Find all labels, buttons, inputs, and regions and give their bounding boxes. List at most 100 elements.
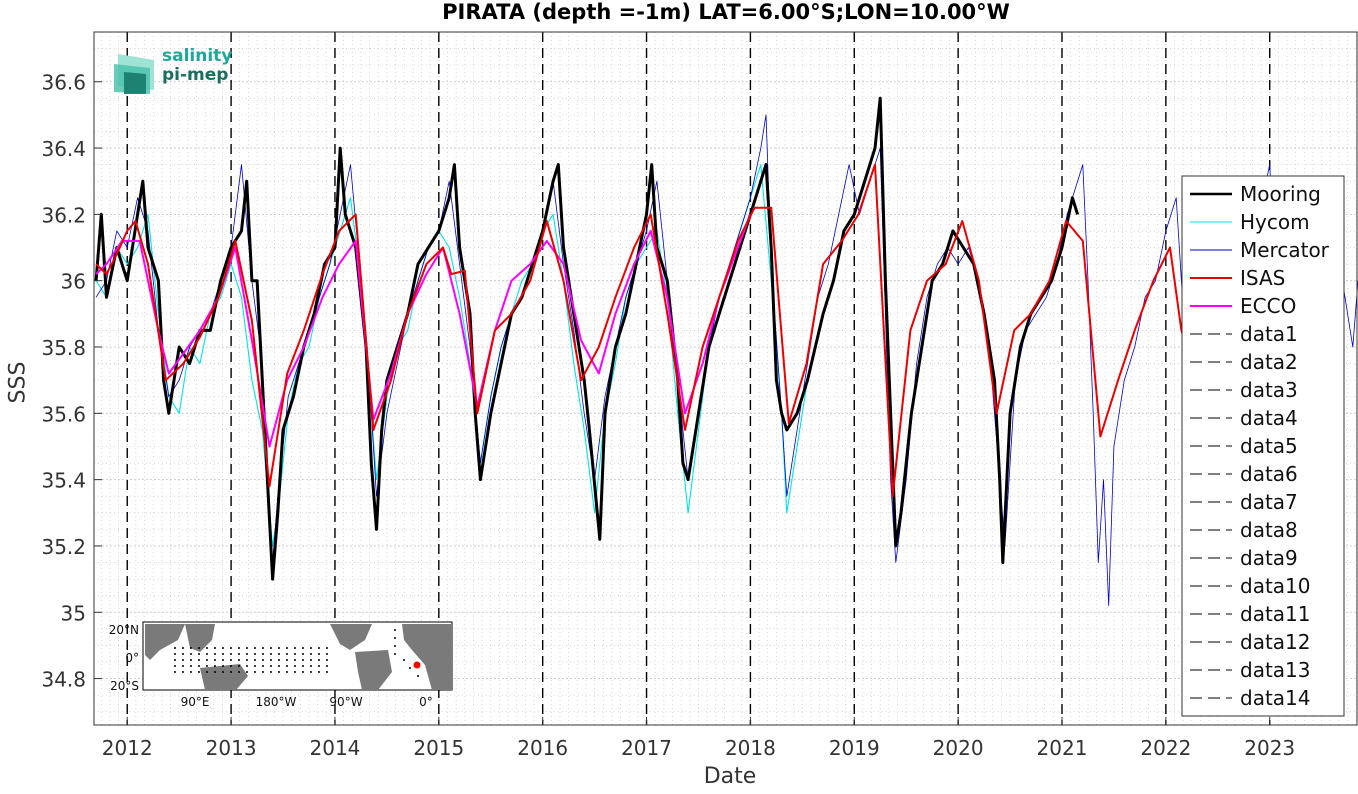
mooring-dot xyxy=(246,671,248,673)
mooring-dot xyxy=(270,665,272,667)
inset-lon-label: 90°W xyxy=(329,695,362,709)
x-tick-label: 2016 xyxy=(517,736,568,760)
y-tick-label: 36.2 xyxy=(41,203,86,227)
mooring-dot xyxy=(310,671,312,673)
legend-label-data3: data3 xyxy=(1240,378,1298,402)
mooring-dot xyxy=(254,671,256,673)
mooring-dot xyxy=(190,659,192,661)
logo-mark xyxy=(114,54,154,94)
mooring-dot xyxy=(318,653,320,655)
mooring-dot xyxy=(326,647,328,649)
x-tick-label: 2012 xyxy=(102,736,153,760)
series-line-isas xyxy=(95,163,1188,498)
x-tick-label: 2015 xyxy=(413,736,464,760)
mooring-dot xyxy=(318,671,320,673)
legend-label-data4: data4 xyxy=(1240,406,1298,430)
series-line-mercator xyxy=(95,114,1358,606)
mooring-dot xyxy=(214,659,216,661)
legend-label-data6: data6 xyxy=(1240,462,1298,486)
mooring-dot xyxy=(182,647,184,649)
mooring-dot xyxy=(174,665,176,667)
mooring-dot xyxy=(182,665,184,667)
series-line-mooring xyxy=(94,96,1080,581)
mooring-dot xyxy=(222,671,224,673)
mooring-dot xyxy=(230,647,232,649)
legend-label-isas: ISAS xyxy=(1240,266,1285,290)
mooring-dot xyxy=(403,659,405,661)
mooring-dot xyxy=(198,647,200,649)
mooring-dot xyxy=(174,647,176,649)
mooring-dot xyxy=(318,647,320,649)
inset-land xyxy=(330,624,372,650)
mooring-dot xyxy=(310,653,312,655)
mooring-dot xyxy=(182,653,184,655)
axes-frame xyxy=(93,31,1358,726)
mooring-dot xyxy=(230,659,232,661)
mooring-dot xyxy=(286,647,288,649)
mooring-dot xyxy=(310,659,312,661)
mooring-dot xyxy=(409,667,411,669)
inset-land xyxy=(185,624,215,652)
legend-label-ecco: ECCO xyxy=(1240,294,1296,318)
mooring-dot xyxy=(394,645,396,647)
selected-mooring-marker xyxy=(413,661,421,669)
y-tick-label: 36.6 xyxy=(41,71,86,95)
mooring-dot xyxy=(326,671,328,673)
x-tick-label: 2023 xyxy=(1244,736,1295,760)
mooring-dot xyxy=(238,647,240,649)
y-tick-label: 36 xyxy=(61,270,86,294)
mooring-dot xyxy=(294,653,296,655)
mooring-dot xyxy=(182,659,184,661)
mooring-dot xyxy=(254,659,256,661)
mooring-dot xyxy=(326,659,328,661)
legend-label-data11: data11 xyxy=(1240,602,1311,626)
y-tick-label: 35.2 xyxy=(41,535,86,559)
mooring-dot xyxy=(270,671,272,673)
plot-background xyxy=(94,32,1357,725)
y-axis-label: SSS xyxy=(5,361,31,404)
mooring-dot xyxy=(286,659,288,661)
mooring-dot xyxy=(214,665,216,667)
mooring-dot xyxy=(198,659,200,661)
mooring-dot xyxy=(302,671,304,673)
mooring-dot xyxy=(206,665,208,667)
mooring-dot xyxy=(238,659,240,661)
y-tick-label: 35.6 xyxy=(41,402,86,426)
inset-lon-label: 90°E xyxy=(181,695,210,709)
y-tick-label: 36.4 xyxy=(41,137,86,161)
x-tick-label: 2018 xyxy=(725,736,776,760)
mooring-dot xyxy=(222,647,224,649)
x-tick-label: 2013 xyxy=(206,736,257,760)
mooring-dot xyxy=(222,665,224,667)
chart-title: PIRATA (depth =-1m) LAT=6.00°S;LON=10.00… xyxy=(442,0,1010,24)
mooring-dot xyxy=(294,659,296,661)
logo-text-pimep: pi-mep xyxy=(162,65,229,85)
mooring-dot xyxy=(174,671,176,673)
mooring-dot xyxy=(294,671,296,673)
mooring-dot xyxy=(238,665,240,667)
inset-land xyxy=(200,664,248,690)
inset-lat-label: 0° xyxy=(125,651,139,665)
mooring-dot xyxy=(326,665,328,667)
inset-lon-label: 0° xyxy=(419,695,433,709)
x-tick-label: 2020 xyxy=(933,736,984,760)
legend-label-data13: data13 xyxy=(1240,658,1311,682)
mooring-dot xyxy=(230,653,232,655)
mooring-dot xyxy=(230,665,232,667)
mooring-dot xyxy=(182,671,184,673)
salinity-pi-mep-logo: salinity pi-mep xyxy=(110,44,250,96)
mooring-dot xyxy=(262,647,264,649)
inset-lat-label: 20°S xyxy=(110,679,139,693)
inset-lon-label: 180°W xyxy=(256,695,297,709)
mooring-dot xyxy=(278,671,280,673)
legend-label-data10: data10 xyxy=(1240,574,1311,598)
mooring-dot xyxy=(174,659,176,661)
mooring-dot xyxy=(394,637,396,639)
mooring-dot xyxy=(270,653,272,655)
axis-ticks: 2012 2013 2014 2015 2016 2017 2018 2019 2020 2021… xyxy=(41,71,1295,760)
mooring-dot xyxy=(302,659,304,661)
mooring-dot xyxy=(238,653,240,655)
x-axis-label: Date xyxy=(703,764,757,789)
mooring-dot xyxy=(214,671,216,673)
inset-map: 20°N 0° 20°S 90°E 180°W 90°W 0° xyxy=(109,621,453,709)
